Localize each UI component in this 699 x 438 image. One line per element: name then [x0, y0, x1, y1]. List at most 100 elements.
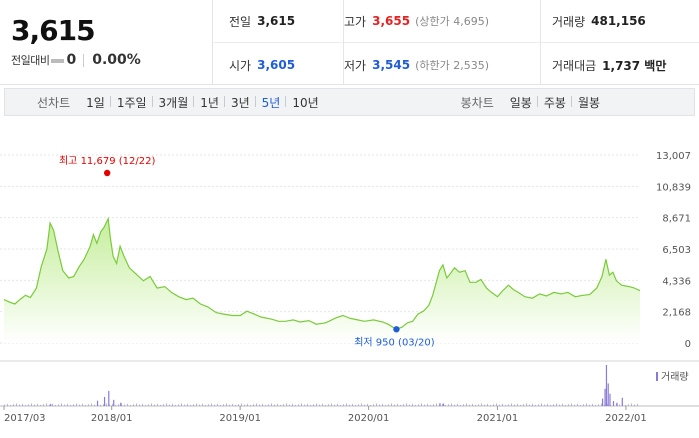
volume-bar — [442, 403, 443, 406]
volume-bar — [19, 404, 20, 406]
volume-bar — [108, 390, 110, 406]
volume-bar — [605, 365, 608, 406]
volume-bar — [628, 404, 629, 406]
volume-bar — [520, 405, 521, 406]
info-col-high-low: 고가 3,655 (상한가 4,695) 저가 3,545 (하한가 2,535… — [343, 0, 533, 85]
volume-bar — [94, 404, 95, 406]
candle-chart-label: 봉차트 — [460, 95, 494, 110]
volume-bar — [604, 388, 606, 406]
tab-1week[interactable]: 1주일 — [109, 94, 153, 111]
volume-bar — [40, 405, 41, 406]
volume-bar — [466, 403, 467, 406]
volume-bar — [373, 404, 374, 406]
volume-bar — [82, 403, 83, 406]
tab-3year[interactable]: 3년 — [223, 94, 256, 111]
volume-bar — [133, 404, 134, 406]
volume-bar — [148, 404, 149, 406]
volume-bar — [607, 383, 609, 406]
volume-bar — [538, 404, 539, 406]
volume-bar — [532, 403, 533, 406]
tab-weekly-candle[interactable]: 주봉 — [536, 94, 572, 111]
volume-bar — [544, 404, 545, 406]
volume-bar — [472, 403, 473, 406]
tab-1year[interactable]: 1년 — [193, 94, 225, 111]
volume-bar — [145, 405, 146, 406]
volume-bar — [205, 405, 206, 406]
volume-label: 거래량 — [552, 14, 586, 29]
volume-bar — [499, 404, 500, 406]
volume-bar — [541, 403, 542, 406]
volume-bar — [307, 403, 308, 406]
volume-bar — [283, 404, 284, 406]
volume-bar — [280, 405, 281, 406]
volume-bar — [421, 403, 422, 406]
volume-bar — [120, 402, 122, 406]
volume-bar — [478, 404, 479, 406]
volume-bar — [388, 404, 389, 406]
tab-1day[interactable]: 1일 — [86, 95, 105, 110]
volume-bar — [64, 404, 65, 406]
volume-bar — [580, 405, 581, 406]
tab-monthly-candle[interactable]: 월봉 — [570, 94, 606, 111]
volume-bar — [244, 404, 245, 406]
volume-bar — [607, 403, 608, 406]
high-marker — [103, 169, 111, 177]
volume-bar — [493, 404, 494, 406]
volume-bar — [612, 401, 615, 406]
volume-bar — [331, 403, 332, 406]
volume-bar — [184, 404, 185, 406]
y-tick-label: 2,168 — [662, 308, 691, 319]
volume-bar — [79, 404, 80, 406]
tab-3month[interactable]: 3개월 — [151, 94, 195, 111]
volume-bar — [181, 403, 182, 406]
x-tick-label: 2019/01 — [219, 413, 261, 424]
volume-bar — [427, 403, 428, 406]
volume-bar — [289, 404, 290, 406]
volume-bar — [469, 404, 470, 406]
volume-bar — [475, 405, 476, 406]
volume-bar — [430, 405, 431, 406]
volume-bar — [364, 404, 365, 406]
volume-bar — [484, 404, 485, 406]
volume-bar — [637, 403, 638, 406]
volume-bar — [358, 404, 359, 406]
volume-bar — [316, 403, 317, 406]
volume-bar — [166, 403, 167, 406]
volume-bar — [46, 403, 47, 406]
volume-bar — [295, 405, 296, 406]
tab-10year[interactable]: 10년 — [285, 94, 324, 111]
volume-bar — [85, 405, 86, 406]
price-line — [3, 216, 641, 330]
quote-panel: 3,615 전일대비 0 0.00% 전일 3,615 시가 3,605 고가 … — [0, 0, 699, 85]
volume-bar — [409, 404, 410, 406]
volume-bar — [172, 403, 173, 406]
tab-daily-candle[interactable]: 일봉 — [509, 95, 532, 110]
volume-bar — [571, 403, 572, 406]
prev-close-value: 3,615 — [257, 14, 296, 28]
volume-bar — [265, 405, 266, 406]
volume-bar — [553, 404, 554, 406]
volume-bar — [394, 404, 395, 406]
volume-bar — [454, 404, 455, 406]
price-area — [4, 218, 640, 343]
volume-bar — [601, 403, 602, 406]
volume-bar — [412, 403, 413, 406]
divider — [213, 42, 699, 43]
volume-bar — [151, 403, 152, 406]
volume-bar — [160, 405, 161, 406]
volume-bar — [208, 404, 209, 406]
volume-bar — [433, 404, 434, 406]
volume-bar — [574, 404, 575, 406]
volume-bar — [190, 405, 191, 406]
low-value: 3,545 — [372, 58, 411, 72]
volume-bar — [505, 405, 506, 406]
volume-bar — [61, 403, 62, 406]
volume-bar — [442, 403, 445, 406]
volume-bar — [382, 403, 383, 406]
volume-legend-label: 거래량 — [661, 371, 689, 383]
volume-bar — [271, 403, 272, 406]
volume-bar — [13, 404, 14, 406]
volume-bar — [113, 399, 115, 406]
low-label: 저가 — [344, 58, 367, 73]
tab-5year[interactable]: 5년 — [254, 94, 287, 111]
